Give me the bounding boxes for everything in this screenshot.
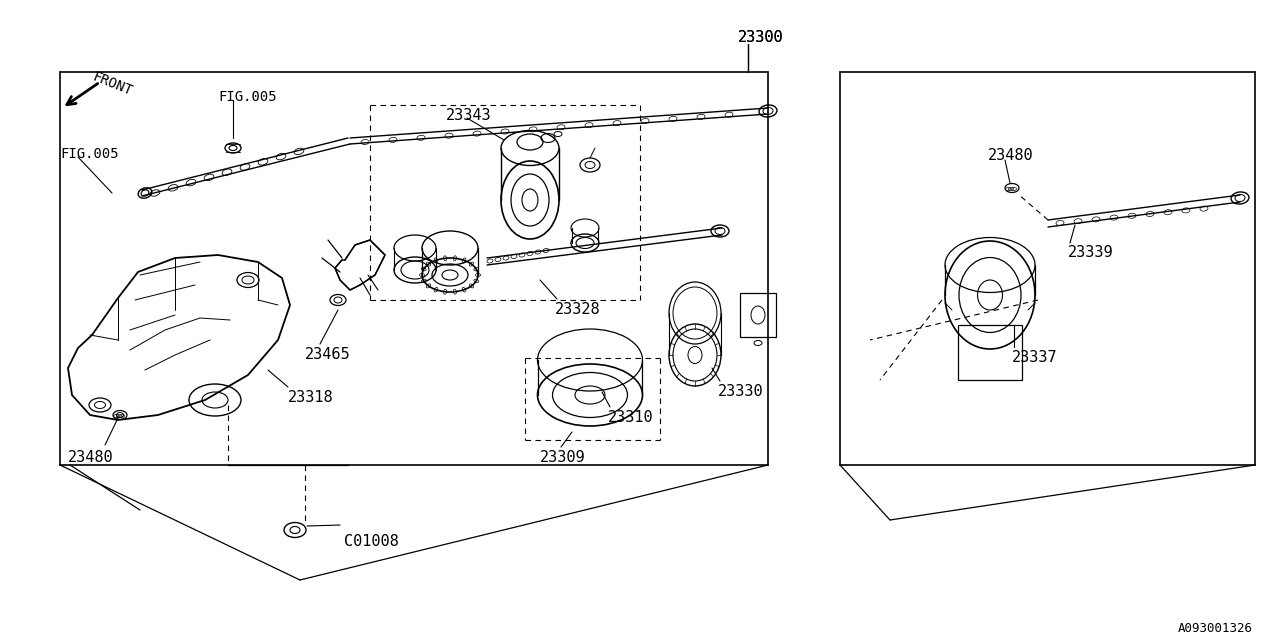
Text: 23339: 23339: [1068, 245, 1114, 260]
Bar: [740, 293, 776, 337]
Text: 23318: 23318: [288, 390, 334, 405]
Text: C01008: C01008: [344, 534, 399, 549]
Text: A093001326: A093001326: [1178, 622, 1253, 635]
Bar: [957, 325, 1021, 380]
Text: 23300: 23300: [739, 30, 783, 45]
Text: 23300: 23300: [739, 30, 783, 45]
Text: 23343: 23343: [445, 108, 492, 123]
Text: 23328: 23328: [556, 302, 600, 317]
Text: FRONT: FRONT: [90, 70, 134, 99]
Text: 23480: 23480: [68, 450, 114, 465]
Text: 23310: 23310: [608, 410, 654, 425]
Text: 23465: 23465: [305, 347, 351, 362]
Text: 23480: 23480: [988, 148, 1034, 163]
Text: 23309: 23309: [540, 450, 586, 465]
Text: FIG.005: FIG.005: [60, 147, 119, 161]
Text: 23330: 23330: [718, 384, 764, 399]
Text: 23337: 23337: [1012, 350, 1057, 365]
Text: FIG.005: FIG.005: [218, 90, 276, 104]
